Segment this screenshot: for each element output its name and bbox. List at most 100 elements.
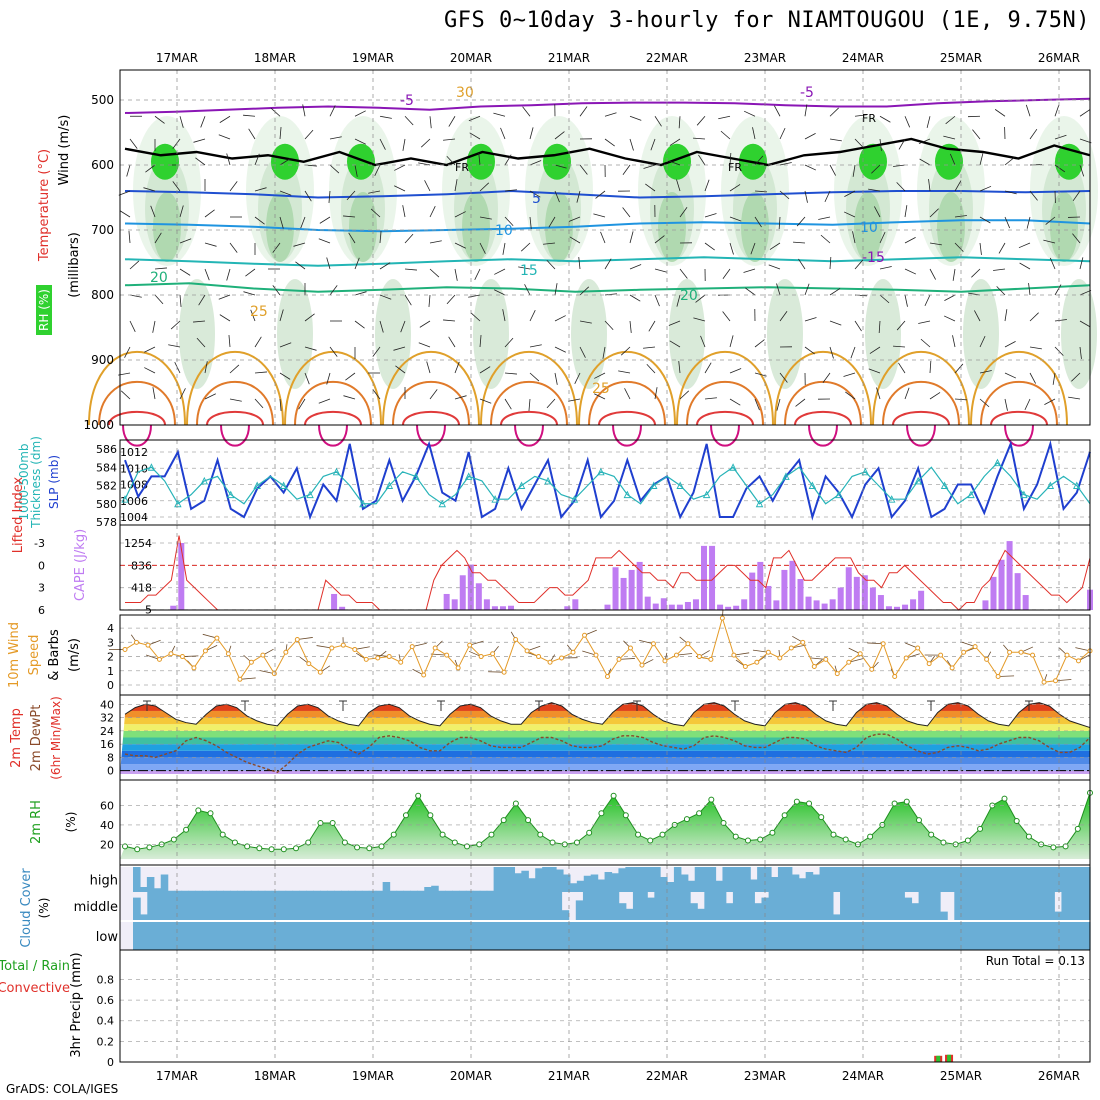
surface-wind-barb xyxy=(733,652,750,656)
wind-speed-point xyxy=(306,661,312,667)
wind-barb xyxy=(172,181,181,192)
cloud-cell xyxy=(361,892,370,920)
wind-barb xyxy=(852,164,856,177)
wind-speed-point xyxy=(294,636,300,642)
warm-contour xyxy=(108,410,166,426)
wind-speed-point xyxy=(765,649,771,655)
wind-barb xyxy=(1044,398,1056,405)
cloud-cell xyxy=(554,892,563,920)
wind-barb xyxy=(646,363,656,374)
wind-speed-point xyxy=(823,656,829,662)
thickness-point xyxy=(914,476,922,485)
rh-colorbar xyxy=(36,285,52,335)
cape-bar xyxy=(170,605,177,610)
cape-bar xyxy=(757,561,764,610)
cloud-cell xyxy=(940,911,948,920)
cape-bar xyxy=(628,569,635,610)
wind-speed-point xyxy=(961,649,967,655)
panel-background xyxy=(120,525,1090,610)
wind-barb xyxy=(926,116,931,128)
cloud-cell xyxy=(743,867,751,892)
wind-barb xyxy=(918,320,931,324)
cloud-cell xyxy=(432,892,441,920)
cloud-cell xyxy=(972,867,980,892)
wind-barb xyxy=(318,398,331,404)
cloud-cell xyxy=(417,890,425,892)
wind-barb xyxy=(529,216,532,229)
wind-barb xyxy=(593,213,606,218)
wind-barb xyxy=(279,398,282,411)
cloud-cell xyxy=(278,890,287,892)
cape-bar xyxy=(1006,541,1013,610)
cloud-cell xyxy=(133,922,141,950)
wind-barb xyxy=(604,320,614,331)
cloud-cell xyxy=(667,922,676,950)
wind-speed-point xyxy=(708,656,714,662)
wind-barb xyxy=(622,164,631,175)
wind-barb xyxy=(750,242,756,255)
rh-point xyxy=(488,831,495,838)
cloud-cell xyxy=(949,922,957,950)
cloud-cell xyxy=(351,922,359,950)
wind-barb xyxy=(919,158,931,166)
wind-speed-point xyxy=(352,646,358,652)
panel-background xyxy=(120,950,1090,1062)
wind-barb xyxy=(729,184,741,192)
cloud-cell xyxy=(731,922,739,950)
cloud-cell xyxy=(825,892,834,920)
cloud-cell xyxy=(1040,892,1048,920)
cloud-cell xyxy=(445,890,453,892)
surface-wind-barb xyxy=(373,654,390,657)
cloud-cell xyxy=(914,922,922,950)
wind-barb xyxy=(129,138,138,149)
wind-barb xyxy=(1029,346,1042,350)
wind-speed-point xyxy=(133,639,139,645)
wind-barb xyxy=(144,367,156,374)
wind-barb xyxy=(620,346,631,356)
cloud-cell xyxy=(882,892,891,920)
cloud-cell xyxy=(421,922,430,950)
cloud-cell xyxy=(1068,922,1077,950)
cloud-cell xyxy=(1048,867,1056,892)
cloud-cell xyxy=(790,892,798,920)
cloud-cell xyxy=(921,922,929,950)
wind-barb xyxy=(229,398,242,402)
wind-barb xyxy=(254,187,267,192)
cloud-cell xyxy=(797,892,805,920)
cloud-cell xyxy=(161,892,170,920)
rh-point xyxy=(537,831,544,838)
wind-barb xyxy=(254,371,267,374)
cloud-cell xyxy=(325,892,334,920)
wind-speed-point xyxy=(650,641,656,647)
wind-barb xyxy=(429,389,438,400)
wind-barb xyxy=(595,190,606,199)
wind-barb xyxy=(579,106,588,117)
wind-barb xyxy=(493,112,506,117)
wind-speed-point xyxy=(409,644,415,650)
wind-barb xyxy=(779,127,786,140)
warm-contour xyxy=(186,350,284,426)
wind-barb xyxy=(293,242,306,247)
cloud-cell xyxy=(547,892,555,920)
cloud-cell xyxy=(997,892,1005,920)
wind-barb xyxy=(729,335,734,348)
wind-barb xyxy=(868,368,881,374)
date-tick-top: 19MAR xyxy=(352,51,394,65)
cloud-cell xyxy=(740,892,748,920)
wind-barb xyxy=(1079,346,1082,359)
warm-contour xyxy=(696,410,754,426)
wind-speed-point xyxy=(696,654,702,660)
wind-barb xyxy=(743,110,756,117)
wind-barb xyxy=(1026,216,1031,229)
wind-barb xyxy=(129,320,136,332)
wind-barb xyxy=(1079,164,1085,177)
wind-speed-point xyxy=(949,665,955,671)
wind-barb xyxy=(504,337,514,348)
cloud-cell xyxy=(368,892,377,920)
rh-core xyxy=(543,143,571,180)
cloud-cell xyxy=(653,922,662,950)
rh-point xyxy=(170,836,177,843)
cloud-cell xyxy=(575,900,584,920)
cloud-cell xyxy=(470,922,479,950)
wind-barb xyxy=(804,317,817,322)
